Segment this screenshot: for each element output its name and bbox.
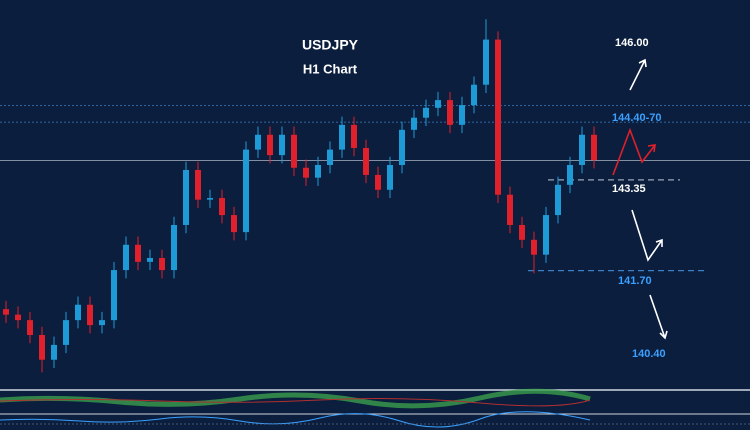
price-label: 140.40 — [632, 348, 666, 360]
candle-body — [267, 134, 273, 156]
candle-body — [447, 100, 453, 125]
candle-body — [303, 167, 309, 178]
candle-body — [243, 149, 249, 233]
candle-body — [99, 320, 105, 326]
arrow — [612, 127, 656, 176]
candle-body — [123, 244, 129, 271]
candle-body — [579, 134, 585, 166]
candle-body — [519, 224, 525, 240]
candle-body — [327, 149, 333, 166]
candle-body — [423, 107, 429, 118]
candle-body — [435, 100, 441, 108]
candle-body — [183, 169, 189, 225]
candle-body — [147, 257, 153, 262]
oscillator-signal — [0, 398, 591, 407]
candle-body — [531, 239, 537, 255]
chart-subtitle: H1 Chart — [303, 61, 358, 76]
candle-body — [231, 215, 237, 233]
candle-body — [543, 215, 549, 255]
candle-body — [399, 129, 405, 166]
candle-body — [291, 134, 297, 168]
candle-body — [159, 257, 165, 271]
candle-body — [339, 124, 345, 150]
price-label: 144.40-70 — [612, 112, 662, 124]
candle-body — [471, 84, 477, 106]
candle-body — [75, 304, 81, 321]
candle-body — [3, 309, 9, 315]
indicator-panel — [0, 388, 750, 428]
candle-body — [87, 304, 93, 326]
price-label: 141.70 — [618, 275, 652, 287]
candle-body — [591, 134, 597, 161]
candle-body — [63, 320, 69, 345]
arrow — [629, 58, 647, 91]
candle-body — [567, 165, 573, 185]
candle-body — [363, 147, 369, 175]
candle-body — [171, 224, 177, 271]
candle-body — [555, 184, 561, 216]
candle-body — [495, 39, 501, 195]
candle-body — [207, 198, 213, 200]
candle-body — [351, 124, 357, 148]
candle-body — [315, 165, 321, 178]
price-label: 146.00 — [615, 37, 649, 49]
candle-body — [483, 39, 489, 85]
candle-body — [219, 198, 225, 216]
candle-body — [51, 344, 57, 360]
price-label: 143.35 — [612, 183, 646, 195]
candle-body — [507, 194, 513, 225]
candle-body — [195, 169, 201, 200]
candle-body — [279, 134, 285, 156]
candle-body — [111, 270, 117, 321]
chart-title: USDJPY — [302, 37, 359, 53]
oscillator-2 — [0, 411, 591, 428]
arrow — [631, 209, 663, 262]
candle-body — [387, 165, 393, 190]
candle-body — [459, 105, 465, 125]
candle-body — [39, 334, 45, 360]
candle-body — [15, 314, 21, 321]
candle-body — [135, 244, 141, 262]
candle-body — [255, 134, 261, 150]
arrow — [649, 294, 668, 340]
oscillator — [0, 388, 591, 409]
forecast-arrows — [612, 58, 668, 340]
candle-body — [411, 117, 417, 130]
candle-body — [27, 320, 33, 335]
candle-body — [375, 174, 381, 190]
